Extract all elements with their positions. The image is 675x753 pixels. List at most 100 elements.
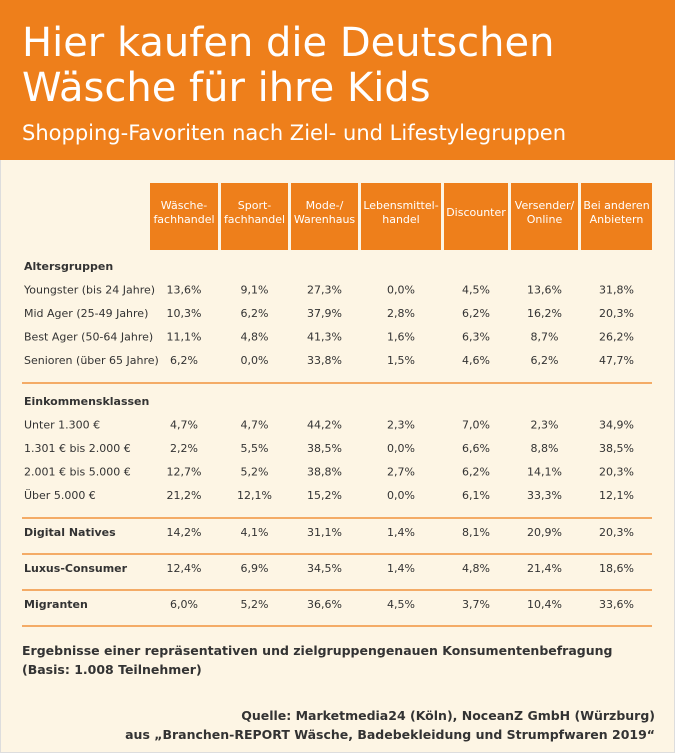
cell: 20,3% bbox=[599, 526, 634, 539]
cell: 33,6% bbox=[599, 598, 634, 611]
cell: 0,0% bbox=[241, 354, 269, 367]
cell: 5,2% bbox=[241, 598, 269, 611]
cell: 1,4% bbox=[387, 562, 415, 575]
column-header: Discounter bbox=[446, 206, 506, 219]
title-line: Hier kaufen die Deutschen bbox=[22, 20, 554, 66]
cell: 6,2% bbox=[170, 354, 198, 367]
column-header-cell bbox=[291, 183, 358, 250]
column-header: fachhandel bbox=[224, 213, 285, 226]
cell: 16,2% bbox=[527, 307, 562, 320]
cell: 38,5% bbox=[307, 442, 342, 455]
cell: 2,3% bbox=[387, 419, 415, 432]
cell: 44,2% bbox=[307, 419, 342, 432]
cell: 34,9% bbox=[599, 419, 634, 432]
row-label: Digital Natives bbox=[24, 526, 116, 539]
cell: 31,1% bbox=[307, 526, 342, 539]
cell: 2,7% bbox=[387, 466, 415, 479]
cell: 26,2% bbox=[599, 331, 634, 344]
row-label: Luxus-Consumer bbox=[24, 562, 128, 575]
source: Quelle: Marketmedia24 (Köln), NoceanZ Gm… bbox=[241, 708, 655, 723]
column-header: Bei anderen bbox=[583, 199, 649, 212]
cell: 10,3% bbox=[167, 307, 202, 320]
cell: 6,9% bbox=[241, 562, 269, 575]
cell: 6,2% bbox=[531, 354, 559, 367]
cell: 4,8% bbox=[462, 562, 490, 575]
column-header: Mode-/ bbox=[306, 199, 344, 212]
cell: 38,8% bbox=[307, 466, 342, 479]
cell: 21,2% bbox=[167, 489, 202, 502]
cell: 33,8% bbox=[307, 354, 342, 367]
column-header-cell bbox=[444, 183, 508, 250]
section-title: Altersgruppen bbox=[24, 260, 113, 273]
cell: 10,4% bbox=[527, 598, 562, 611]
cell: 14,1% bbox=[527, 466, 562, 479]
cell: 12,4% bbox=[167, 562, 202, 575]
title-line: Wäsche für ihre Kids bbox=[22, 65, 431, 111]
cell: 41,3% bbox=[307, 331, 342, 344]
row-label: Mid Ager (25-49 Jahre) bbox=[24, 307, 148, 320]
column-header: handel bbox=[382, 213, 420, 226]
cell: 7,0% bbox=[462, 419, 490, 432]
cell: 2,8% bbox=[387, 307, 415, 320]
cell: 31,8% bbox=[599, 284, 634, 297]
cell: 33,3% bbox=[527, 489, 562, 502]
cell: 20,3% bbox=[599, 466, 634, 479]
cell: 0,0% bbox=[387, 442, 415, 455]
column-header-cell bbox=[221, 183, 288, 250]
cell: 36,6% bbox=[307, 598, 342, 611]
column-header-cell bbox=[511, 183, 578, 250]
cell: 0,0% bbox=[387, 489, 415, 502]
note: Ergebnisse einer repräsentativen und zie… bbox=[22, 643, 612, 658]
cell: 4,7% bbox=[170, 419, 198, 432]
column-header: Online bbox=[527, 213, 563, 226]
cell: 6,2% bbox=[241, 307, 269, 320]
column-header: Wäsche- bbox=[161, 199, 207, 212]
cell: 47,7% bbox=[599, 354, 634, 367]
cell: 4,1% bbox=[241, 526, 269, 539]
row-label: Youngster (bis 24 Jahre) bbox=[23, 284, 155, 297]
header-band bbox=[0, 0, 675, 160]
section-title: Einkommensklassen bbox=[24, 395, 149, 408]
row-label: Unter 1.300 € bbox=[24, 419, 100, 432]
cell: 12,1% bbox=[237, 489, 272, 502]
cell: 13,6% bbox=[167, 284, 202, 297]
cell: 1,5% bbox=[387, 354, 415, 367]
source: aus „Branchen-REPORT Wäsche, Badebekleid… bbox=[125, 727, 655, 742]
column-header-cell bbox=[361, 183, 441, 250]
cell: 18,6% bbox=[599, 562, 634, 575]
column-header: Versender/ bbox=[515, 199, 575, 212]
cell: 6,6% bbox=[462, 442, 490, 455]
cell: 20,9% bbox=[527, 526, 562, 539]
cell: 14,2% bbox=[167, 526, 202, 539]
cell: 3,7% bbox=[462, 598, 490, 611]
cell: 21,4% bbox=[527, 562, 562, 575]
column-header: Warenhaus bbox=[294, 213, 356, 226]
cell: 5,2% bbox=[241, 466, 269, 479]
cell: 13,6% bbox=[527, 284, 562, 297]
row-label: Über 5.000 € bbox=[24, 489, 96, 502]
cell: 2,3% bbox=[531, 419, 559, 432]
cell: 27,3% bbox=[307, 284, 342, 297]
note: (Basis: 1.008 Teilnehmer) bbox=[22, 662, 202, 677]
cell: 15,2% bbox=[307, 489, 342, 502]
column-header-cell bbox=[150, 183, 218, 250]
cell: 5,5% bbox=[241, 442, 269, 455]
cell: 1,4% bbox=[387, 526, 415, 539]
cell: 2,2% bbox=[170, 442, 198, 455]
cell: 12,7% bbox=[167, 466, 202, 479]
cell: 34,5% bbox=[307, 562, 342, 575]
column-header: fachhandel bbox=[153, 213, 214, 226]
column-header-cell bbox=[581, 183, 652, 250]
row-label: Best Ager (50-64 Jahre) bbox=[24, 331, 153, 344]
cell: 8,1% bbox=[462, 526, 490, 539]
cell: 8,8% bbox=[531, 442, 559, 455]
column-header: Anbietern bbox=[590, 213, 644, 226]
cell: 0,0% bbox=[387, 284, 415, 297]
cell: 6,0% bbox=[170, 598, 198, 611]
cell: 4,5% bbox=[462, 284, 490, 297]
row-label: 1.301 € bis 2.000 € bbox=[24, 442, 131, 455]
column-header: Sport- bbox=[238, 199, 272, 212]
cell: 6,2% bbox=[462, 466, 490, 479]
